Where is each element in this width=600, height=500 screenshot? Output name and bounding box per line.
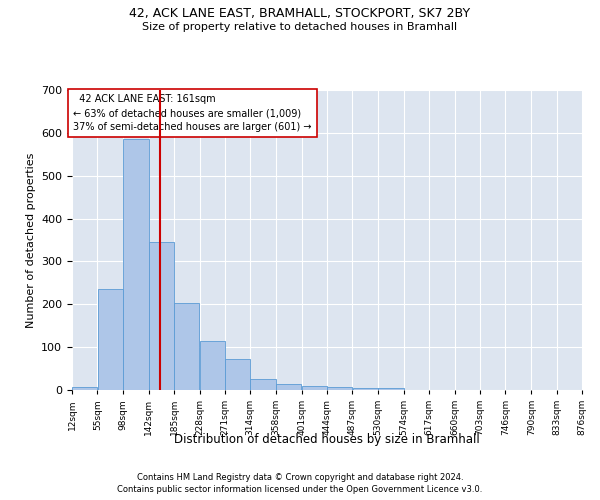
Text: Distribution of detached houses by size in Bramhall: Distribution of detached houses by size … <box>174 432 480 446</box>
Text: 42, ACK LANE EAST, BRAMHALL, STOCKPORT, SK7 2BY: 42, ACK LANE EAST, BRAMHALL, STOCKPORT, … <box>130 8 470 20</box>
Bar <box>174 304 199 390</box>
Bar <box>149 242 174 390</box>
Text: Size of property relative to detached houses in Bramhall: Size of property relative to detached ho… <box>142 22 458 32</box>
Text: Contains public sector information licensed under the Open Government Licence v3: Contains public sector information licen… <box>118 485 482 494</box>
Bar <box>250 380 276 390</box>
Bar <box>98 290 122 390</box>
Bar <box>123 140 149 390</box>
Bar <box>327 386 352 390</box>
Bar <box>378 388 404 390</box>
Bar <box>353 388 377 390</box>
Bar <box>302 386 327 390</box>
Bar <box>200 340 225 390</box>
Text: Contains HM Land Registry data © Crown copyright and database right 2024.: Contains HM Land Registry data © Crown c… <box>137 472 463 482</box>
Bar <box>225 359 250 390</box>
Bar <box>72 387 97 390</box>
Bar <box>277 384 301 390</box>
Y-axis label: Number of detached properties: Number of detached properties <box>26 152 35 328</box>
Text: 42 ACK LANE EAST: 161sqm  
← 63% of detached houses are smaller (1,009)
37% of s: 42 ACK LANE EAST: 161sqm ← 63% of detach… <box>73 94 311 132</box>
